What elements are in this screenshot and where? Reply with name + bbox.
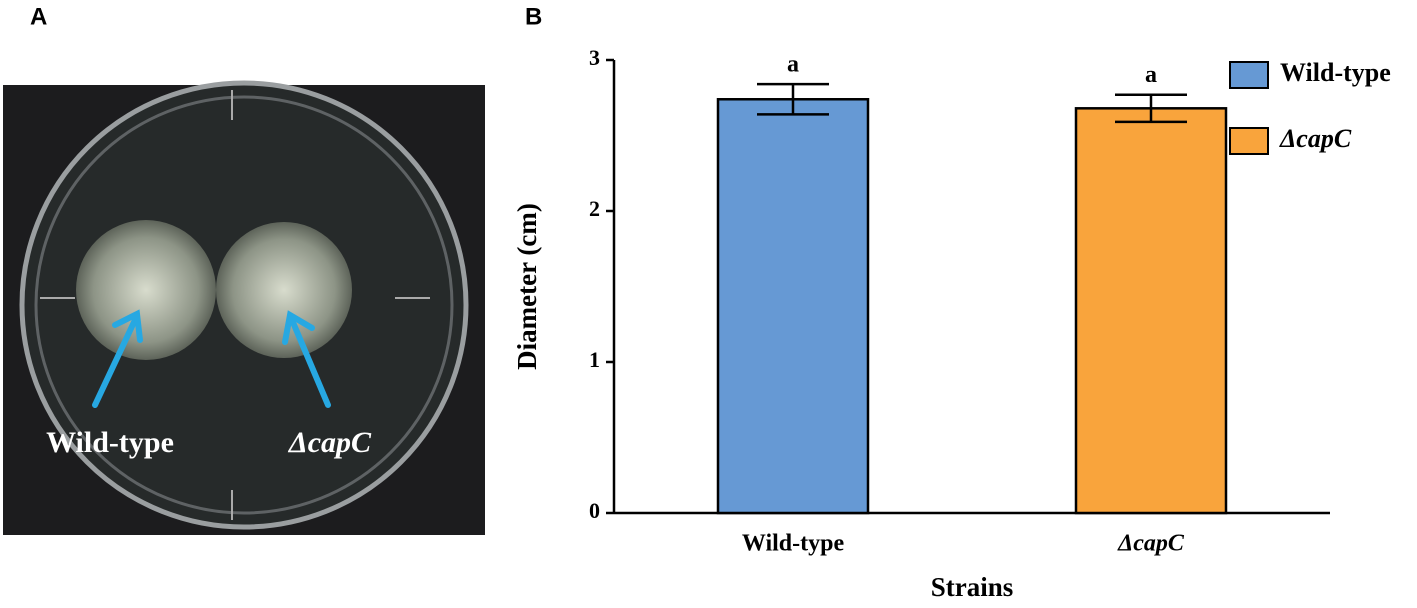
y-tick-label: 1: [589, 347, 600, 372]
x-tick-label: Wild-type: [742, 531, 845, 557]
x-tick-label: ΔcapC: [1117, 531, 1185, 557]
legend-label: ΔcapC: [1279, 124, 1352, 153]
y-tick-label: 0: [589, 498, 600, 523]
legend-label: Wild-type: [1280, 58, 1391, 87]
photo-label: Wild-type: [46, 426, 174, 459]
photo-label: ΔcapC: [288, 426, 372, 459]
bar: [1074, 107, 1228, 515]
panel-label: A: [30, 3, 47, 30]
bar: [716, 98, 870, 515]
legend-swatch: [1229, 61, 1269, 89]
y-axis-label: Diameter (cm): [512, 203, 542, 370]
panel-label: B: [525, 3, 542, 30]
legend-swatch: [1229, 127, 1269, 155]
significance-label: a: [787, 52, 799, 78]
y-tick-label: 2: [589, 196, 600, 221]
y-tick-label: 3: [589, 45, 600, 70]
bar-chart: 0 1 2 3 Diameter (cm) Strains a Wild-type Wild-t…: [512, 45, 1391, 602]
x-axis-label: Strains: [931, 572, 1014, 602]
significance-label: a: [1145, 62, 1157, 88]
petri-photo: Wild-type ΔcapC: [3, 80, 485, 535]
